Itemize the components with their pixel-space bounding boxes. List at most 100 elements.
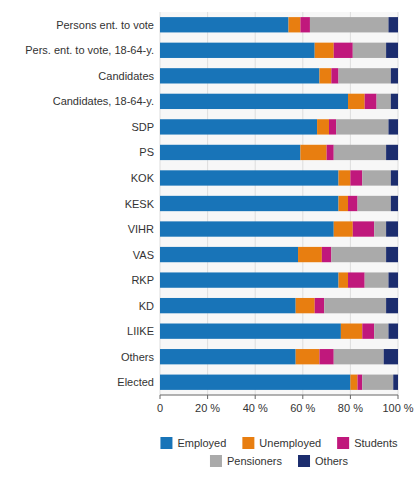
bar-segment (339, 68, 391, 83)
legend-swatch (210, 455, 222, 467)
category-label: Others (121, 351, 155, 363)
bar-segment (334, 145, 386, 160)
category-label: Elected (117, 376, 154, 388)
bar-segment (388, 324, 398, 339)
bar-segment (358, 375, 363, 390)
bar-segment (160, 349, 296, 364)
bar-segment (386, 145, 398, 160)
bar-segment (289, 17, 301, 32)
bar-segment (160, 375, 350, 390)
bar-segment (388, 272, 398, 287)
bar-segment (386, 43, 398, 58)
bar-segment (358, 196, 391, 211)
bar-segment (388, 119, 398, 134)
category-label: Pers. ent. to vote, 18-64-y. (25, 44, 154, 56)
bar-segment (339, 170, 351, 185)
bar-segment (336, 119, 388, 134)
tick-mark (160, 395, 161, 399)
legend-label: Pensioners (227, 455, 283, 467)
bar-segment (348, 94, 365, 109)
bar-segment (350, 375, 357, 390)
tick-label: 20 % (195, 402, 220, 414)
bar-segment (319, 68, 331, 83)
bar-segment (315, 298, 325, 313)
legend-item: Others (298, 455, 349, 467)
bar-segment (322, 247, 332, 262)
bar-segment (362, 170, 391, 185)
category-label: LIIKE (127, 325, 154, 337)
legend-item: Unemployed (242, 437, 321, 449)
tick-label: 60 % (290, 402, 315, 414)
legend-swatch (242, 437, 254, 449)
bar-segment (160, 298, 296, 313)
bar-segment (331, 247, 386, 262)
bar-segment (350, 170, 362, 185)
tick-mark (302, 395, 303, 399)
bar-segment (160, 272, 339, 287)
bar-segment (296, 349, 320, 364)
bar-segment (334, 221, 353, 236)
bar-segment (329, 119, 336, 134)
legend-label: Others (315, 455, 349, 467)
bar-segment (160, 247, 298, 262)
bar-segment (362, 375, 393, 390)
category-label: VIHR (128, 223, 154, 235)
category-label: KOK (131, 172, 155, 184)
bar-segment (315, 43, 334, 58)
bar-segment (391, 94, 398, 109)
category-label: KD (139, 300, 154, 312)
bar-segment (353, 221, 374, 236)
bar-segment (348, 272, 365, 287)
bar-segment (327, 145, 334, 160)
bar-segment (374, 221, 386, 236)
x-axis-line (160, 395, 398, 396)
legend-label: Employed (177, 437, 226, 449)
category-label: Persons ent. to vote (56, 19, 154, 31)
bar-segment (334, 349, 384, 364)
bar-segment (391, 196, 398, 211)
bar-segment (388, 17, 398, 32)
tick-mark (350, 395, 351, 399)
bar-segment (348, 196, 358, 211)
bar-segment (160, 221, 334, 236)
bar-segment (339, 196, 349, 211)
tick-label: 0 (157, 402, 163, 414)
category-label: RKP (131, 274, 154, 286)
bar-segment (160, 68, 319, 83)
bar-segment (341, 324, 362, 339)
bar-segment (386, 221, 398, 236)
x-axis: 020 %40 %60 %80 %100 % (157, 395, 414, 414)
category-label: VAS (133, 249, 154, 261)
bar-segment (384, 349, 398, 364)
bar-segment (331, 68, 338, 83)
bar-segment (160, 17, 289, 32)
bar-segment (160, 43, 315, 58)
bar-segment (377, 94, 391, 109)
bar-segment (160, 145, 300, 160)
bar-segment (391, 170, 398, 185)
bar-segment (393, 375, 398, 390)
y-axis: Persons ent. to vote Pers. ent. to vote, … (25, 19, 154, 388)
legend-swatch (160, 437, 172, 449)
grid (160, 12, 398, 395)
category-label: KESK (125, 198, 155, 210)
tick-label: 100 % (382, 402, 413, 414)
bar-segment (310, 17, 389, 32)
legend-swatch (298, 455, 310, 467)
legend-item: Students (337, 437, 398, 449)
bar-segment (160, 94, 348, 109)
legend-label: Students (354, 437, 398, 449)
bar-segment (300, 17, 310, 32)
plot-background (160, 12, 398, 395)
bar-segment (324, 298, 386, 313)
legend-label: Unemployed (259, 437, 321, 449)
bar-segment (160, 119, 317, 134)
bar-segment (160, 170, 339, 185)
bar-segment (365, 272, 389, 287)
bar-segment (391, 68, 398, 83)
tick-mark (255, 395, 256, 399)
bar-segment (362, 324, 374, 339)
legend-item: Pensioners (210, 455, 283, 467)
bars (160, 17, 398, 390)
tick-mark (398, 395, 399, 399)
